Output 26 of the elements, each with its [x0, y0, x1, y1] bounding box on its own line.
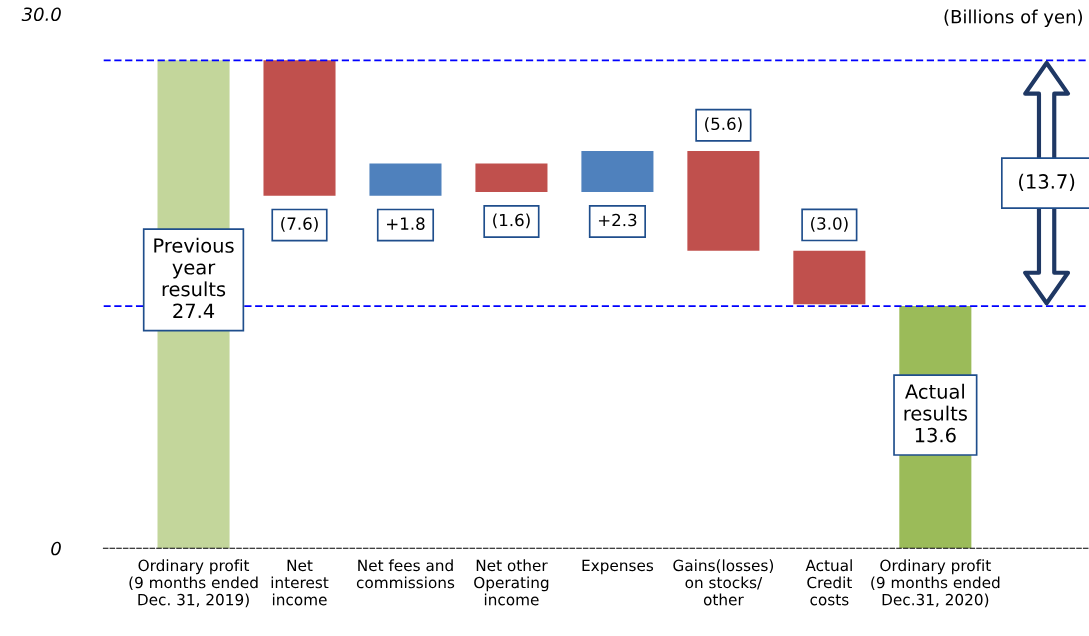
- bar: [475, 163, 548, 193]
- x-tick-label: Net interest income: [271, 559, 329, 606]
- bar: [793, 250, 866, 305]
- x-tick-label: Ordinary profit (9 months ended Dec. 31, 2019): [129, 559, 258, 608]
- bar: [369, 163, 442, 196]
- data-label: Previous year results 27.4: [154, 237, 234, 318]
- x-tick-label: Gains(losses) on stocks/ other: [673, 559, 774, 606]
- x-tick-label: Actual Credit costs: [805, 559, 852, 606]
- x-tick-label: Expenses: [582, 559, 654, 575]
- x-tick-label: Net other Operating income: [474, 559, 549, 606]
- bar: [581, 151, 654, 193]
- bar: [263, 60, 336, 196]
- y-tick-label: 30.0: [21, 7, 61, 22]
- x-tick-label: Net fees and commissions: [356, 559, 455, 589]
- x-tick-label: Ordinary profit (9 months ended Dec.31, 2020): [871, 559, 1000, 608]
- data-label: +2.3: [598, 213, 637, 227]
- y-tick-label: 0: [51, 541, 61, 556]
- data-label: Actual results 13.6: [904, 383, 967, 443]
- text: (13.7): [1019, 173, 1075, 192]
- data-label: (1.6): [493, 213, 530, 229]
- bar: [687, 151, 760, 251]
- data-label: +1.8: [387, 217, 425, 230]
- data-label: (5.6): [705, 117, 742, 133]
- data-label: (7.6): [281, 217, 318, 232]
- annotation: (Billions of yen): [944, 9, 1082, 28]
- data-label: (3.0): [811, 216, 848, 232]
